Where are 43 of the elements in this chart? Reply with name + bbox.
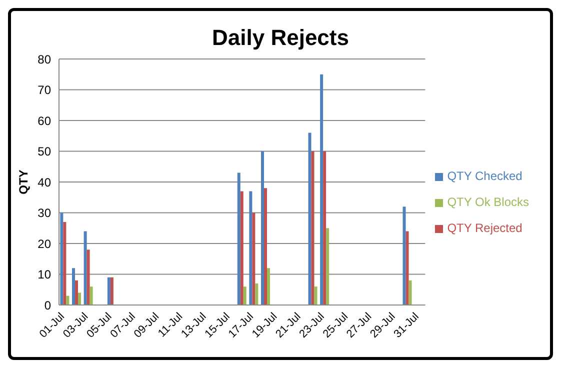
bar <box>86 250 90 305</box>
y-tick-label: 40 <box>38 175 52 190</box>
bar <box>110 277 114 305</box>
bar <box>252 212 256 305</box>
y-axis-title: QTY <box>16 170 30 194</box>
bar <box>60 212 64 305</box>
bar <box>314 286 318 305</box>
bar <box>255 283 258 305</box>
bar <box>408 280 412 305</box>
bar <box>66 296 70 305</box>
y-tick-label: 30 <box>38 206 52 220</box>
y-tick-label: 50 <box>38 144 52 159</box>
bar <box>261 151 264 305</box>
chart-title: Daily Rejects <box>211 24 350 50</box>
bar <box>78 292 81 305</box>
y-tick-label: 80 <box>38 52 52 66</box>
legend-label: QTY Ok Blocks <box>447 195 529 209</box>
y-tick-label: 0 <box>44 298 52 312</box>
bar <box>249 191 252 305</box>
y-tick-label: 10 <box>38 268 52 282</box>
bar <box>107 277 110 305</box>
bar <box>320 74 324 305</box>
y-tick-label: 70 <box>38 83 52 98</box>
bar <box>267 268 270 305</box>
bar <box>323 151 326 305</box>
bar <box>63 222 66 305</box>
y-tick-label: 20 <box>38 236 52 251</box>
bar <box>264 188 267 305</box>
bar <box>84 231 87 305</box>
legend-label: QTY Checked <box>447 169 522 183</box>
bar <box>406 231 409 305</box>
bar <box>240 191 244 305</box>
bar <box>90 286 93 305</box>
legend-label: QTY Rejected <box>447 221 522 235</box>
bar <box>308 132 312 305</box>
bar <box>311 151 314 305</box>
bar <box>402 206 406 305</box>
y-tick-label: 60 <box>38 114 52 128</box>
bar <box>74 280 78 305</box>
bar <box>237 172 240 305</box>
bar <box>243 286 246 305</box>
bar <box>326 228 330 305</box>
bar <box>72 268 75 305</box>
